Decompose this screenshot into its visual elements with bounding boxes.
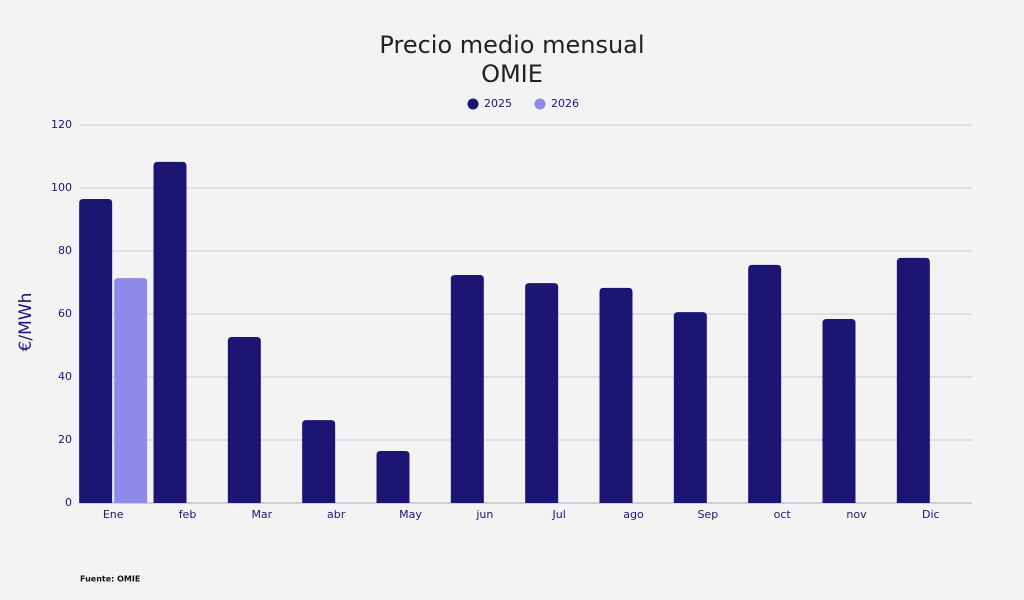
chart-title: Precio medio mensual: [379, 31, 644, 59]
bar: [822, 319, 856, 503]
x-tick-label: Ene: [103, 508, 124, 521]
bar: [79, 199, 113, 503]
x-tick-label: ago: [623, 508, 644, 521]
bar: [450, 274, 484, 503]
bar: [376, 451, 410, 503]
y-tick-label: 40: [58, 370, 72, 383]
y-tick-label: 60: [58, 307, 72, 320]
x-tick-label: oct: [774, 508, 792, 521]
x-tick-label: nov: [846, 508, 867, 521]
legend-label: 2026: [551, 97, 579, 110]
y-axis-label: €/MWh: [16, 293, 36, 352]
legend-marker: [467, 98, 479, 110]
bar: [302, 420, 336, 503]
x-tick-label: May: [399, 508, 422, 521]
y-tick-label: 80: [58, 244, 72, 257]
x-tick-label: abr: [327, 508, 346, 521]
x-tick-label: Dic: [922, 508, 940, 521]
x-tick-label: Jul: [552, 508, 566, 521]
bar: [153, 161, 187, 504]
x-tick-label: Sep: [697, 508, 718, 521]
y-tick-label: 0: [65, 496, 72, 509]
bar: [114, 278, 148, 503]
x-tick-label: feb: [179, 508, 197, 521]
bar: [525, 283, 559, 503]
bar: [896, 257, 930, 503]
y-tick-label: 20: [58, 433, 72, 446]
bar: [673, 312, 707, 503]
y-tick-label: 120: [51, 118, 72, 131]
x-tick-label: jun: [475, 508, 493, 521]
source-note: Fuente: OMIE: [80, 575, 140, 584]
legend-marker: [534, 98, 546, 110]
y-tick-label: 100: [51, 181, 72, 194]
chart-subtitle: OMIE: [481, 60, 543, 88]
x-tick-label: Mar: [251, 508, 272, 521]
bar: [227, 336, 261, 503]
bar: [599, 287, 633, 503]
legend-label: 2025: [484, 97, 512, 110]
bar: [748, 264, 782, 503]
